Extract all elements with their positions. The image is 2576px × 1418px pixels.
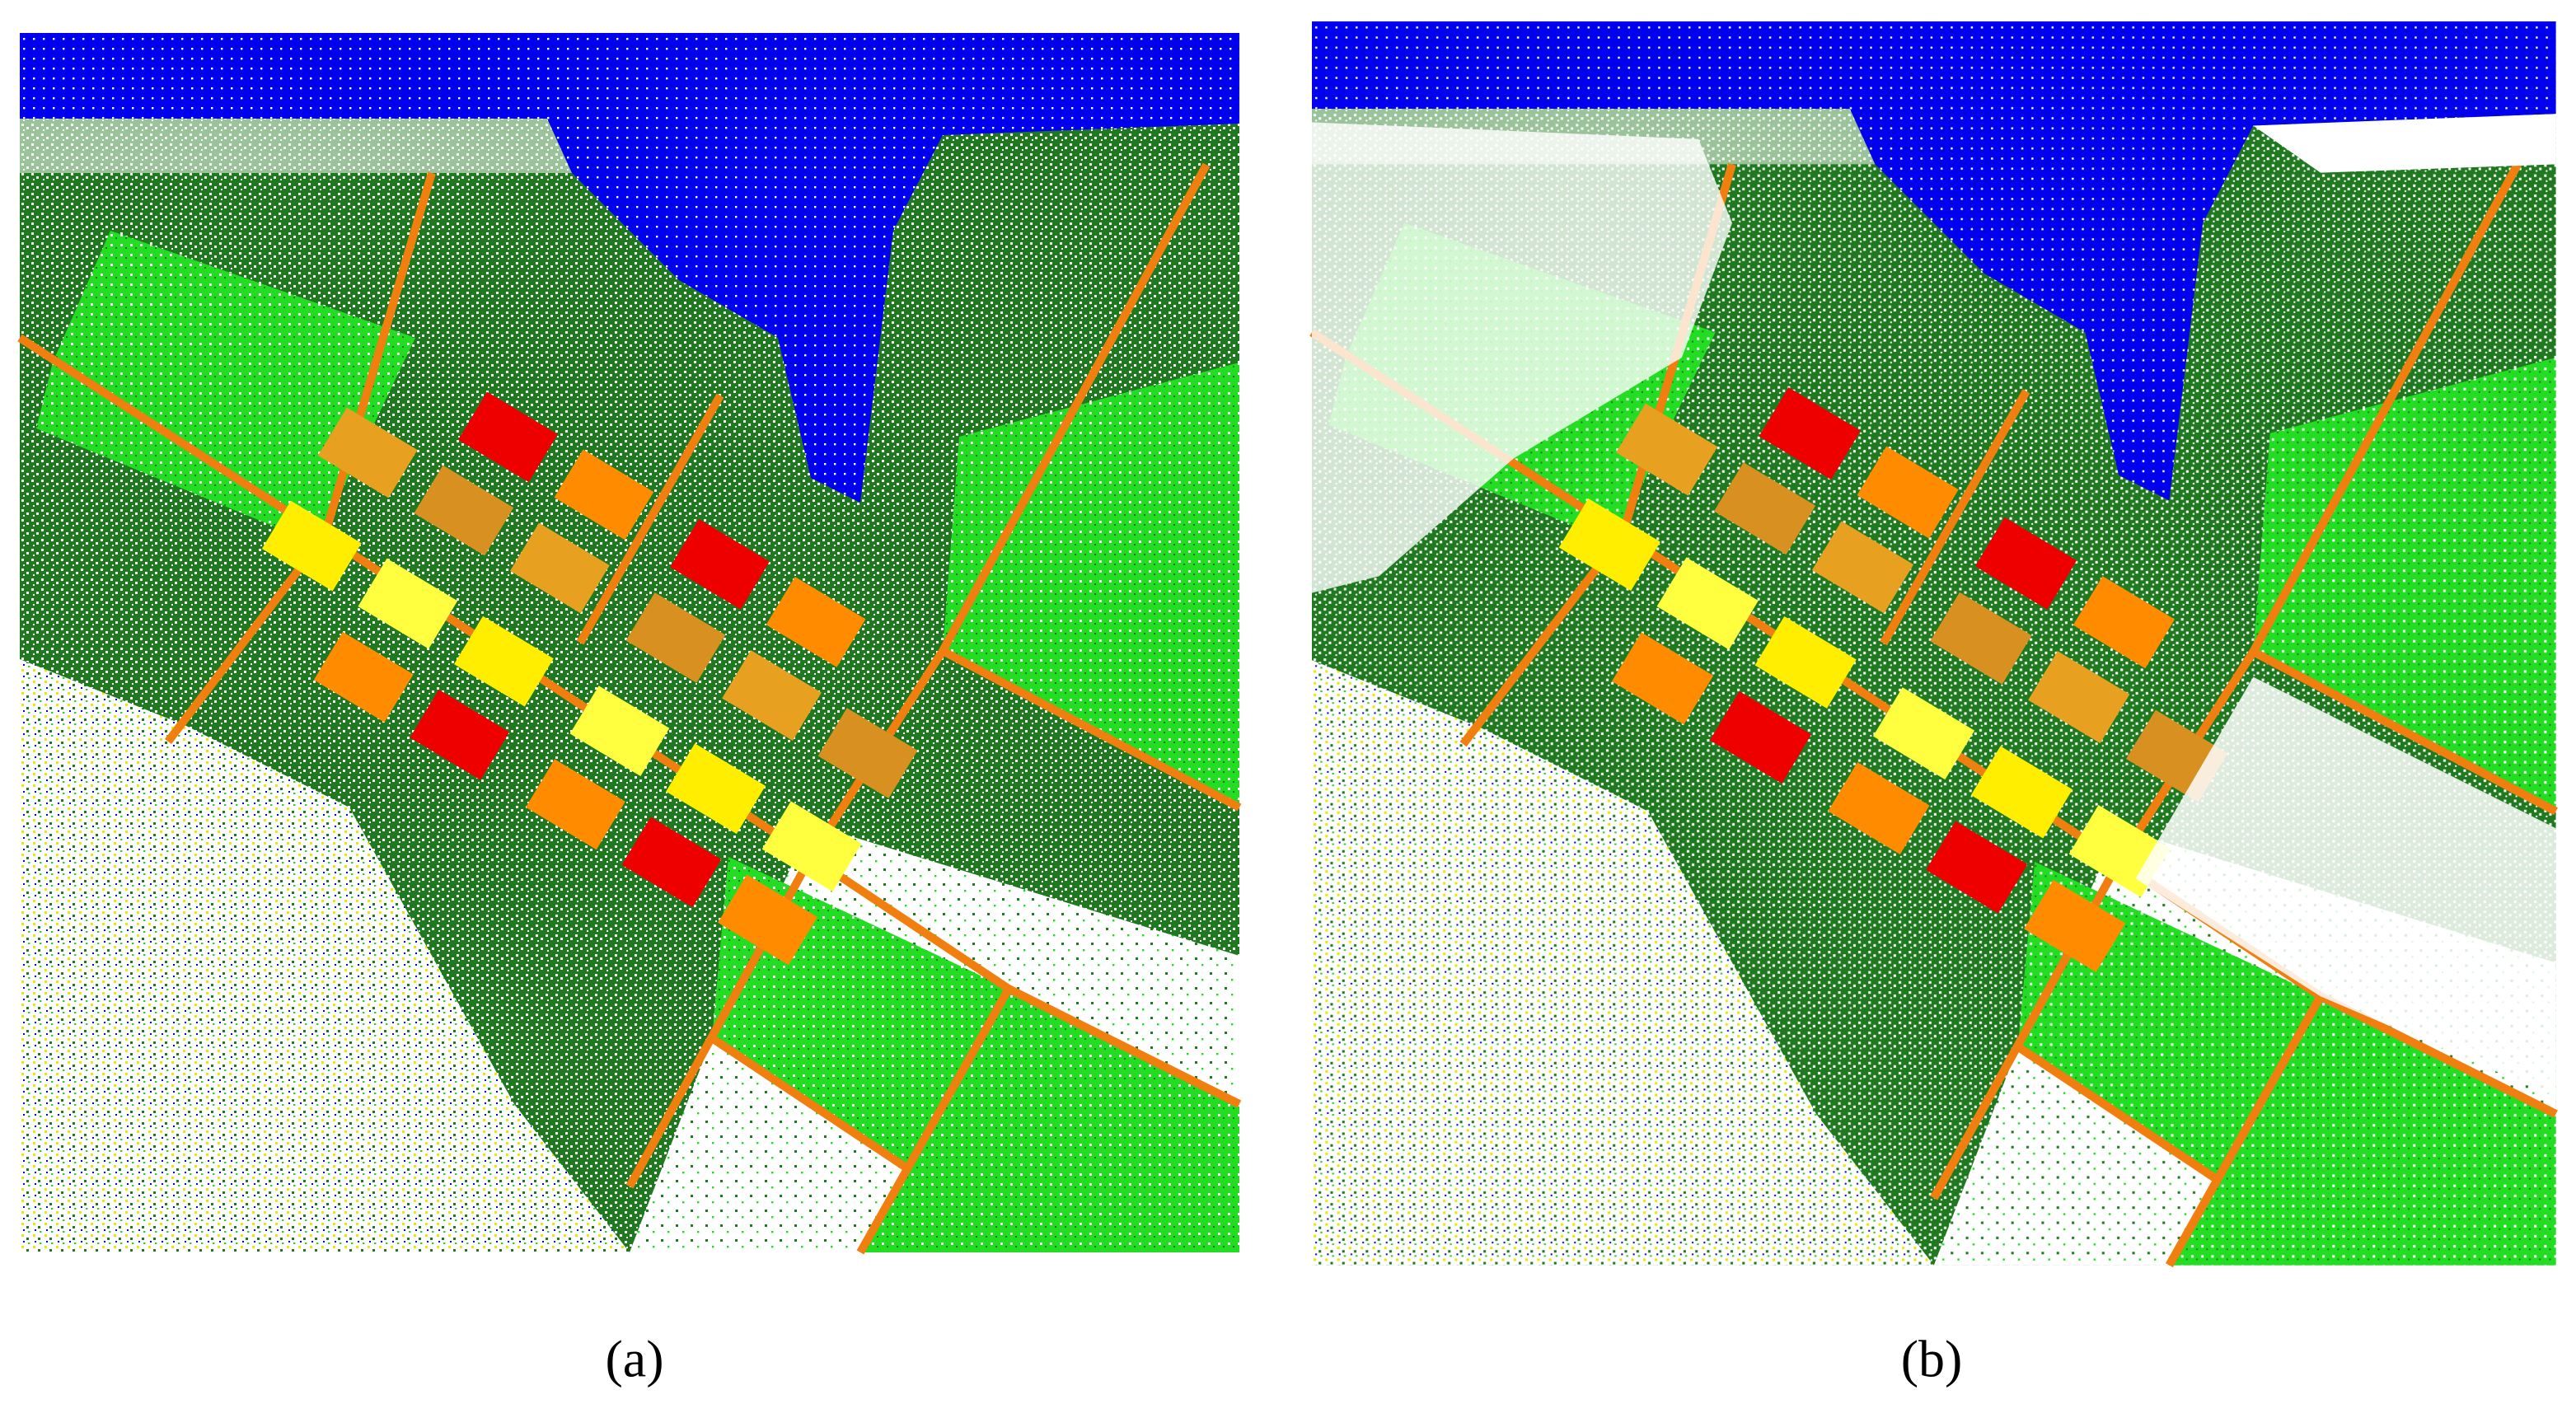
cleared-area <box>2253 114 2556 173</box>
panel-label: (b) <box>1901 1330 1963 1388</box>
panel-label: (a) <box>605 1330 663 1388</box>
panel-b <box>1312 21 2556 1266</box>
cleared-area <box>1312 122 1732 593</box>
classification-map <box>20 33 1239 1252</box>
cleared-area <box>2135 676 2556 1097</box>
panel-a <box>20 33 1239 1252</box>
